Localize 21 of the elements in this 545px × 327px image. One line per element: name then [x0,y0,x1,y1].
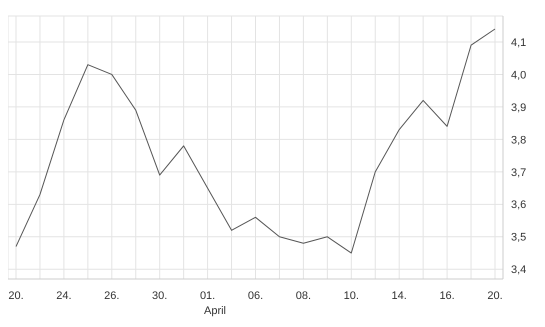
text: April [202,305,227,317]
x-tick-label: 10. [344,290,359,302]
x-tick-label: 14. [392,290,407,302]
x-tick-label: 20. [487,290,503,302]
x-tick-label: 30. [152,290,168,302]
x-tick-label: 26. [104,290,120,302]
y-tick-label: 3,9 [511,102,526,114]
x-tick-label: 24. [56,290,72,302]
x-tick-label: 16. [439,290,455,302]
x-tick-label: 20. [8,290,24,302]
x-tick-label: 06. [248,290,264,302]
y-tick-label: 3,5 [511,232,526,244]
y-tick-label: 3,8 [511,134,526,146]
x-tick-label: 08. [296,290,312,302]
x-tick-label: 01. [200,290,216,302]
y-tick-label: 3,4 [511,264,526,276]
y-tick-label: 3,6 [511,199,526,212]
y-tick-label: 4,1 [511,36,526,49]
line-series [16,28,496,254]
y-tick-label: 3,7 [511,166,526,179]
y-tick-label: 4,0 [511,69,526,82]
